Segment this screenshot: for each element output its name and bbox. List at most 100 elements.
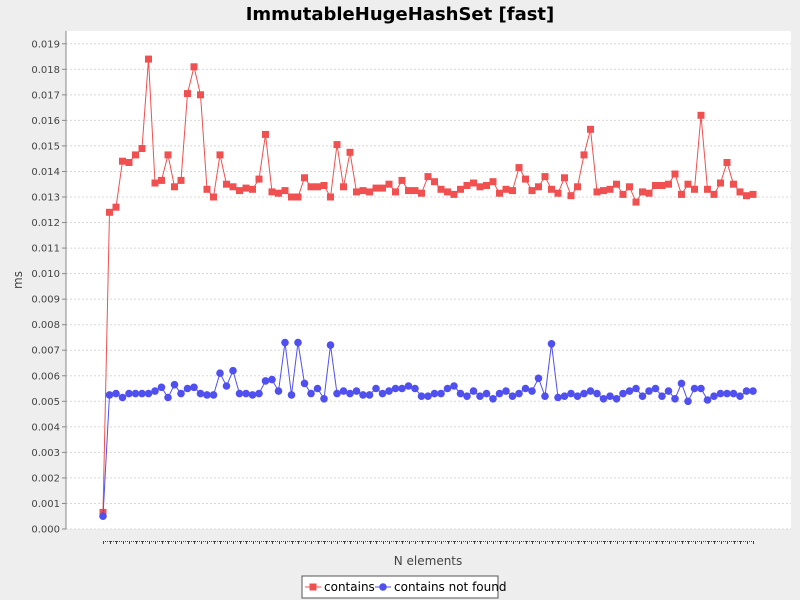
data-point: [489, 178, 497, 186]
data-point: [170, 380, 179, 389]
data-point: [287, 391, 296, 399]
y-tick-label: 0.000: [31, 525, 60, 536]
data-point: [145, 55, 152, 63]
data-point: [710, 392, 718, 401]
data-point: [320, 395, 328, 403]
data-point: [645, 387, 653, 395]
data-point: [658, 182, 666, 189]
y-tick-label: 0.001: [31, 499, 60, 510]
data-point: [723, 389, 731, 398]
data-point: [736, 392, 744, 401]
data-point: [379, 184, 386, 192]
legend: contains contains not found: [301, 575, 506, 599]
data-point: [444, 188, 451, 196]
data-point: [125, 159, 133, 166]
data-point: [593, 389, 601, 398]
data-point: [567, 389, 575, 398]
data-point: [671, 395, 679, 403]
y-tick-label: 0.018: [31, 65, 60, 76]
data-point: [236, 187, 243, 195]
data-point: [424, 392, 432, 401]
data-point: [404, 382, 413, 390]
data-point: [742, 387, 751, 395]
y-tick-label: 0.004: [31, 422, 60, 433]
data-point: [463, 392, 471, 401]
data-point: [528, 387, 536, 395]
data-point: [697, 111, 705, 119]
data-point: [470, 179, 477, 187]
legend-box: [301, 575, 499, 599]
data-point: [209, 391, 218, 399]
data-point: [307, 389, 315, 398]
data-point: [333, 389, 341, 398]
data-point: [619, 190, 627, 198]
data-point: [521, 384, 530, 393]
data-point: [106, 208, 113, 216]
data-point: [157, 383, 166, 392]
data-point: [515, 389, 523, 398]
data-point: [262, 130, 269, 138]
data-point: [339, 387, 348, 395]
data-point: [743, 192, 750, 200]
data-point: [495, 389, 504, 398]
data-point: [417, 392, 426, 401]
data-point: [144, 389, 153, 398]
data-point: [196, 389, 205, 398]
data-point: [405, 187, 412, 195]
data-point: [541, 173, 549, 181]
data-point: [483, 182, 490, 189]
data-point: [391, 384, 400, 393]
data-point: [476, 392, 484, 401]
data-point: [418, 189, 425, 197]
data-point: [626, 183, 633, 191]
data-point: [190, 383, 198, 392]
data-point: [522, 175, 529, 183]
x-axis-label: N elements: [394, 554, 463, 568]
data-point: [587, 125, 594, 133]
data-point: [229, 366, 237, 375]
gridlines: [66, 43, 791, 530]
data-point: [541, 392, 549, 401]
data-point: [619, 389, 627, 398]
data-point: [690, 384, 699, 393]
data-point: [703, 396, 712, 404]
data-point: [216, 369, 224, 378]
data-point: [327, 193, 334, 201]
series-contains-not-found: [99, 338, 757, 520]
data-point: [197, 91, 204, 99]
data-point: [346, 148, 354, 156]
data-point: [443, 384, 452, 393]
data-point: [664, 387, 673, 395]
data-point: [509, 187, 516, 195]
data-point: [398, 176, 406, 184]
data-point: [151, 179, 159, 187]
data-point: [229, 183, 237, 191]
y-tick-label: 0.009: [31, 295, 60, 306]
y-tick-label: 0.005: [31, 397, 60, 408]
data-point: [411, 187, 419, 195]
data-point: [593, 188, 601, 196]
data-point: [599, 395, 608, 403]
data-point: [138, 389, 146, 398]
data-point: [248, 391, 257, 399]
data-point: [567, 192, 575, 200]
data-point: [651, 384, 660, 393]
data-point: [632, 198, 640, 206]
data-point: [222, 382, 231, 390]
data-point: [216, 151, 224, 159]
data-point: [606, 392, 614, 401]
data-point: [190, 63, 198, 71]
data-point: [697, 384, 705, 393]
data-point: [502, 185, 510, 193]
data-point: [242, 389, 250, 398]
y-tick-label: 0.006: [31, 371, 60, 382]
data-point: [463, 182, 471, 189]
data-point: [118, 393, 127, 402]
data-point: [645, 189, 653, 197]
data-point: [242, 184, 250, 192]
data-point: [184, 90, 191, 98]
data-point: [612, 395, 621, 403]
data-point: [151, 387, 159, 395]
data-point: [437, 185, 445, 193]
